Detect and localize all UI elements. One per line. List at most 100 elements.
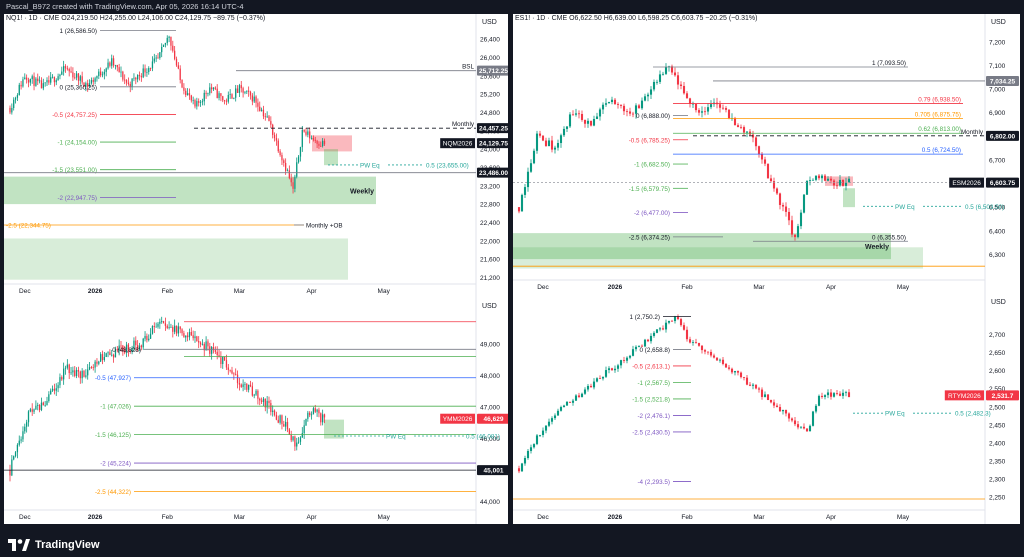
- ym-candle-body: [72, 370, 74, 373]
- nq-candle-body: [151, 61, 154, 69]
- tradingview-logo[interactable]: TradingView: [8, 538, 100, 552]
- es-x-tick-label: 2026: [608, 284, 623, 291]
- es-candle-body: [619, 104, 623, 106]
- ym-candle-body: [124, 349, 126, 353]
- nq-y-tick-label: 21,200: [480, 275, 500, 282]
- ym-candle-body: [55, 388, 57, 391]
- es-chart-panel[interactable]: ES1! · 1D · CME O6,622.50 H6,639.00 L6,5…: [513, 14, 1020, 294]
- es-candle-body: [643, 96, 647, 101]
- ym-chart-panel[interactable]: USD44,00045,00046,00047,00048,00049,000D…: [4, 298, 508, 524]
- nq-candle-body: [196, 101, 198, 107]
- ym-candle-body: [255, 390, 257, 395]
- nq-candle-body: [266, 116, 268, 118]
- nq-x-tick-label: Feb: [162, 288, 174, 295]
- ym-candle-body: [229, 369, 231, 371]
- ym-candle-body: [148, 338, 150, 341]
- ym-candle-body: [170, 327, 172, 328]
- nq-candle-body: [285, 162, 287, 171]
- ym-candle-body: [96, 361, 98, 364]
- rty-candle-body: [592, 381, 596, 388]
- nq-chart[interactable]: USD 21,200 21,600 22,000 22,400 22,800 23,200 2…: [4, 14, 508, 298]
- rty-currency-label: USD: [991, 299, 1006, 306]
- ym-candle-body: [223, 356, 226, 361]
- es-level-label: PW Eq: [895, 204, 915, 211]
- ym-candle-body: [61, 377, 63, 380]
- rty-level-label: -2 (2,476.1): [637, 413, 670, 420]
- ym-candle-body: [50, 390, 52, 395]
- ym-candle-body: [59, 377, 61, 386]
- nq-candle-body: [11, 108, 13, 113]
- ym-candle-body: [268, 400, 270, 404]
- ym-candle-body: [212, 347, 215, 351]
- nq-candle-body: [251, 95, 253, 102]
- nq-candle-body: [290, 178, 292, 183]
- rty-level-label: -1 (2,567.5): [637, 380, 670, 387]
- nq-y-tick-label: 22,000: [480, 238, 500, 245]
- ym-candle-body: [122, 345, 124, 350]
- ym-y-tick-label: 48,000: [480, 373, 500, 380]
- nq-candle-body: [14, 97, 17, 100]
- ym-candle-body: [312, 408, 315, 415]
- rty-candle-body: [799, 426, 803, 428]
- nq-chart-panel[interactable]: NQ1! · 1D · CME O24,219.50 H24,255.00 L2…: [4, 14, 508, 298]
- ym-candle-body: [264, 398, 266, 408]
- rty-candle-body: [577, 395, 581, 397]
- ym-candle-body: [44, 404, 46, 406]
- rty-candle-body: [634, 346, 638, 350]
- rty-candle-body: [712, 355, 716, 358]
- rty-candle-body: [664, 322, 668, 330]
- es-candle-body: [847, 178, 851, 183]
- es-candle-body: [637, 105, 641, 109]
- nq-candle-body: [249, 91, 252, 96]
- tradingview-brand: TradingView: [35, 539, 100, 551]
- rty-candle-body: [616, 365, 620, 369]
- nq-candle-body: [70, 71, 72, 73]
- es-price-tag-label: 6,802.00: [990, 133, 1016, 140]
- ym-candle-body: [309, 412, 311, 416]
- es-level-label: Monthly: [961, 129, 984, 136]
- nq-candle-body: [40, 80, 43, 89]
- rty-candle-body: [706, 351, 710, 353]
- ym-x-tick-label: May: [378, 514, 391, 521]
- es-y-tick-label: 6,300: [989, 252, 1006, 259]
- nq-candle-body: [223, 100, 226, 102]
- es-level-label: -1.5 (6,579.75): [629, 186, 670, 193]
- nq-price-tag-label: 24,457.25: [479, 126, 508, 133]
- es-candle-body: [757, 146, 761, 154]
- nq-candle-body: [18, 84, 20, 96]
- nq-candle-body: [186, 93, 189, 96]
- nq-candle-body: [272, 124, 274, 135]
- rty-x-tick-label: Feb: [681, 514, 693, 521]
- nq-y-tick-label: 21,600: [480, 257, 500, 264]
- ym-candle-body: [192, 335, 194, 339]
- nq-candle-body: [227, 94, 229, 102]
- ym-chart[interactable]: USD44,00045,00046,00047,00048,00049,000D…: [4, 298, 508, 524]
- es-chart[interactable]: USD6,3006,4006,5006,6006,7006,8006,9007,…: [513, 14, 1020, 294]
- rty-candle-body: [556, 410, 560, 416]
- rty-candle-body: [700, 345, 704, 351]
- nq-candle-body: [297, 156, 300, 163]
- rty-candle-body: [811, 411, 815, 426]
- rty-candle-body: [682, 325, 686, 330]
- ym-candle-body: [26, 422, 28, 427]
- rty-level-label: 1 (2,750.2): [630, 314, 660, 321]
- rty-candle-body: [520, 463, 524, 472]
- ym-candle-body: [240, 384, 242, 387]
- ym-candle-body: [283, 424, 285, 427]
- rty-chart[interactable]: USD2,2502,3002,3502,4002,4502,5002,5502,…: [513, 294, 1020, 524]
- es-candle-body: [688, 98, 692, 104]
- ym-candle-body: [266, 400, 268, 408]
- nq-zone: [4, 238, 348, 280]
- es-x-tick-label: Mar: [753, 284, 765, 291]
- ym-candle-body: [314, 408, 316, 412]
- rty-chart-panel[interactable]: USD 2,250 2,300 2,350 2,400 2,450 2,500 2,550 2,…: [513, 294, 1020, 524]
- nq-candle-body: [27, 79, 30, 83]
- rty-y-tick-label: 2,300: [989, 477, 1006, 484]
- rty-candle-body: [538, 434, 542, 436]
- rty-candle-body: [787, 413, 791, 419]
- nq-candle-body: [229, 94, 231, 95]
- es-candle-body: [844, 182, 848, 186]
- es-candle-body: [529, 163, 533, 172]
- es-candle-body: [634, 105, 638, 114]
- es-candle-body: [805, 180, 809, 195]
